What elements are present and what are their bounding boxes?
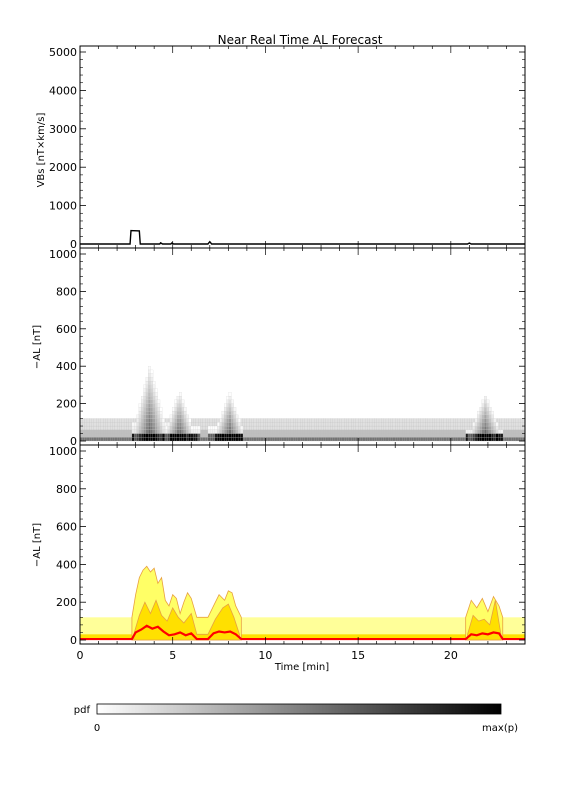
y-tick-label: 600 [56,521,77,534]
pdf-event-cell [486,403,490,408]
pdf-event-cell [197,433,201,438]
y-tick-label: 800 [56,483,77,496]
y-tick-label: 400 [56,558,77,571]
vbs-series-line [80,229,525,245]
y-tick-label: 1000 [49,445,77,458]
vbs-ylabel: VBs [nT×km/s] [36,112,47,187]
pdf-event-cell [197,437,201,442]
pdf-event-cell [179,396,182,400]
pdf-event-cell [484,396,487,400]
pdf-event-cell [237,418,241,423]
y-tick-label: 0 [70,435,77,448]
pdf-event-cell [495,422,499,427]
chart-title: Near Real Time AL Forecast [218,33,383,47]
pdf-event-cell [228,396,232,400]
pdf-event-cell [150,377,154,382]
y-tick-label: 5000 [49,46,77,59]
pdf-event-cell [240,437,244,442]
pdf-event-cell [233,407,237,412]
pdf-event-cell [197,429,201,434]
pdf-event-cell [237,422,241,427]
y-tick-label: 0 [70,634,77,647]
core-band [80,634,525,640]
pdf-event-cell [186,414,189,419]
pdf-event-cell [240,433,244,438]
pdf-event-cell [493,418,497,423]
x-tick-label: 10 [258,649,272,662]
vbs-panel: 0 1000 2000 3000 4000 5000 [49,45,526,251]
pdf-event-cell [179,392,182,397]
y-tick-label: 200 [56,398,77,411]
pdf-event-cell [159,410,163,415]
colorbar-label: pdf [74,705,91,716]
x-tick-label: 0 [77,649,84,662]
al-ylabel-middle: −AL [nT] [32,325,43,369]
y-tick-label: 3000 [49,123,77,136]
pdf-event-cell [154,388,158,393]
y-tick-label: 1000 [49,248,77,261]
y-tick-label: 0 [70,238,77,251]
pdf-event-cell [500,433,504,438]
pdf-event-cell [235,414,239,419]
pdf-event-cell [152,381,156,386]
colorbar-max-label: max(p) [482,723,518,734]
pdf-event-cell [500,437,504,442]
pdf-event-cell [150,369,154,374]
pdf-event-cell [183,407,187,412]
pdf-event-cell [159,414,163,419]
x-tick-label: 20 [444,649,458,662]
pdf-event-cell [154,396,158,400]
pdf-event-cell [181,403,185,408]
pdf-event-cell [181,399,185,404]
pdf-event-cell [150,373,154,378]
median-forecast-line [80,624,525,641]
pdf-event-cell [233,410,237,415]
x-tick-label: 15 [351,649,365,662]
al-ylabel-bottom: −AL [nT] [32,523,43,567]
pdf-event-cell [188,418,192,423]
pdf-event-cell [157,403,161,408]
pdf-event-cell [486,399,490,404]
pdf-event-cell [488,407,492,412]
pdf-event-cell [157,399,161,404]
pdf-event-cell [188,422,192,427]
pdf-event-cell [500,429,504,434]
pdf-event-cell [161,418,165,423]
y-tick-label: 2000 [49,161,77,174]
y-tick-label: 600 [56,323,77,336]
pdf-event-cell [231,403,234,408]
pdf-event-cell [240,429,244,434]
pdf-event-cell [159,407,163,412]
colorbar-min-label: 0 [94,723,100,734]
pdf-event-cell [231,399,234,404]
al-forecast-panel: 0 200 400 600 800 1000 0 5 10 15 20 [49,444,526,662]
pdf-event-cell [148,366,151,371]
pdf-event-cell [491,410,494,415]
panel-frame [79,45,526,249]
pdf-event-cell [183,410,187,415]
colorbar [96,703,502,715]
pdf-event-cell [491,414,494,419]
y-tick-label: 4000 [49,84,77,97]
y-tick-label: 400 [56,360,77,373]
pdf-event-cell [240,425,244,430]
y-tick-label: 800 [56,285,77,298]
al-pdf-panel: 0 200 400 600 800 1000 [49,247,526,448]
y-tick-label: 200 [56,596,77,609]
pdf-event-cell [197,425,201,430]
pdf-event-cell [152,384,156,389]
pdf-event-cell [154,392,158,397]
pdf-event-cell [228,392,232,397]
x-axis-label: Time [min] [274,662,329,673]
x-tick-label: 5 [169,649,176,662]
y-tick-label: 1000 [49,200,77,213]
pdf-event-cell [495,425,499,430]
